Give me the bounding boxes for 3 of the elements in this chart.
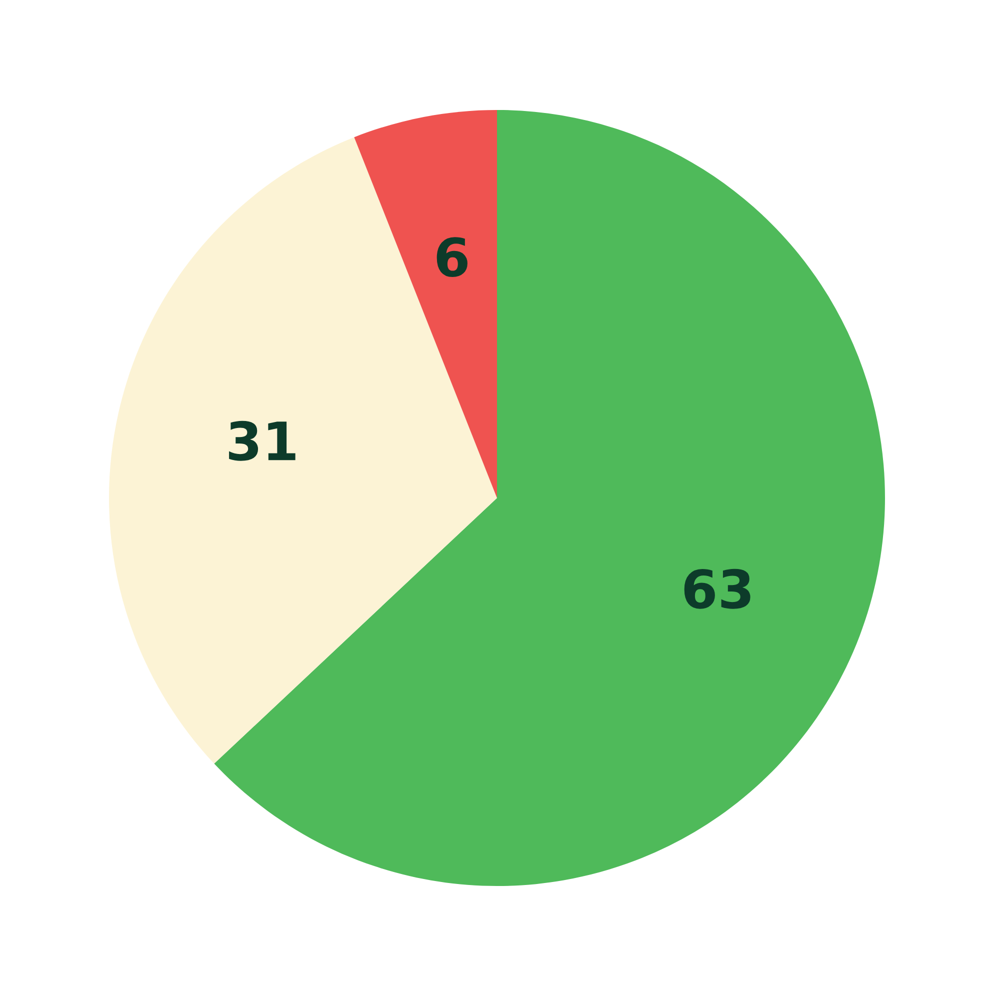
data-label: 31 — [229, 420, 296, 461]
data-label: 63 — [684, 568, 750, 609]
data-label: 6 — [436, 237, 468, 278]
